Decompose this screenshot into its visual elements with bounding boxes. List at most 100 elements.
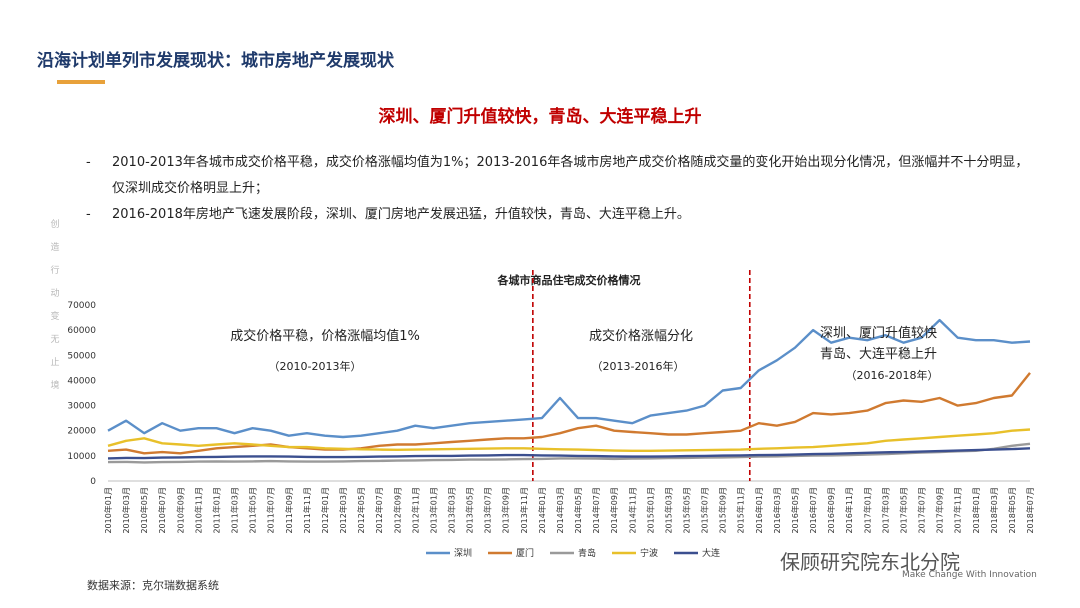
y-tick-label: 20000 — [67, 427, 96, 437]
x-tick-label: 2012年11月 — [410, 487, 420, 534]
x-tick-label: 2018年01月 — [971, 487, 981, 534]
x-tick-label: 2013年07月 — [483, 487, 493, 534]
x-tick-label: 2017年03月 — [880, 487, 890, 534]
x-tick-label: 2017年01月 — [862, 487, 872, 534]
side-char: 造 — [50, 243, 60, 253]
bullet-text: 2016-2018年房地产飞速发展阶段，深圳、厦门房地产发展迅猛，升值较快，青岛… — [112, 207, 690, 222]
x-tick-label: 2015年05月 — [682, 487, 692, 534]
y-tick-label: 40000 — [67, 376, 96, 386]
legend-label: 深圳 — [454, 548, 472, 559]
annotation-line1: 成交价格涨幅分化 — [589, 328, 693, 344]
x-tick-label: 2017年09月 — [935, 487, 945, 534]
bullet-dash: - — [86, 155, 91, 170]
x-tick-label: 2018年05月 — [1007, 487, 1017, 534]
x-tick-label: 2017年11月 — [953, 487, 963, 534]
annotation-line2: （2016-2018年） — [846, 368, 939, 382]
x-tick-label: 2011年09月 — [284, 487, 294, 534]
series-line-大连 — [107, 447, 1031, 460]
y-tick-label: 70000 — [67, 301, 96, 311]
x-tick-label: 2012年03月 — [338, 487, 348, 534]
x-tick-label: 2015年11月 — [736, 487, 746, 534]
x-tick-label: 2011年11月 — [302, 487, 312, 534]
x-tick-label: 2016年01月 — [754, 487, 764, 534]
bullet-list: - 2010-2013年各城市成交价格平稳，成交价格涨幅均值为1%；2013-2… — [86, 150, 1036, 228]
title-accent-bar — [57, 80, 105, 84]
x-tick-label: 2016年05月 — [790, 487, 800, 534]
side-char: 变 — [50, 312, 60, 322]
chart-title: 各城市商品住宅成交价格情况 — [497, 273, 641, 287]
x-tick-label: 2012年07月 — [374, 487, 384, 534]
x-tick-label: 2016年09月 — [826, 487, 836, 534]
x-tick-label: 2017年05月 — [898, 487, 908, 534]
x-tick-label: 2013年09月 — [501, 487, 511, 534]
x-tick-label: 2011年05月 — [248, 487, 258, 534]
y-tick-label: 30000 — [67, 402, 96, 412]
y-tick-label: 50000 — [67, 351, 96, 361]
series-line-宁波 — [107, 428, 1031, 452]
y-tick-label: 60000 — [67, 326, 96, 336]
brand-slogan: Make Change With Innovation — [902, 570, 1037, 580]
x-tick-label: 2011年01月 — [211, 487, 221, 534]
x-tick-label: 2010年01月 — [103, 487, 113, 534]
x-tick-label: 2016年11月 — [844, 487, 854, 534]
headline: 深圳、厦门升值较快，青岛、大连平稳上升 — [378, 107, 702, 127]
brand-watermark: 保顾研究院东北分院 — [780, 550, 960, 574]
x-tick-label: 2011年07月 — [266, 487, 276, 534]
legend-label: 大连 — [702, 547, 720, 559]
legend-label: 厦门 — [516, 547, 534, 559]
bullet-item: - 2010-2013年各城市成交价格平稳，成交价格涨幅均值为1%；2013-2… — [86, 150, 1036, 202]
x-tick-label: 2018年03月 — [989, 487, 999, 534]
x-tick-label: 2010年05月 — [139, 487, 149, 534]
x-tick-label: 2014年07月 — [591, 487, 601, 534]
x-tick-label: 2012年05月 — [356, 487, 366, 534]
bullet-text: 2010-2013年各城市成交价格平稳，成交价格涨幅均值为1%；2013-201… — [112, 155, 1029, 196]
x-tick-label: 2014年03月 — [555, 487, 565, 534]
bullet-dash: - — [86, 207, 91, 222]
x-tick-label: 2013年11月 — [519, 487, 529, 534]
page-title: 沿海计划单列市发展现状：城市房地产发展现状 — [37, 51, 394, 71]
side-char: 动 — [50, 289, 60, 299]
annotation-line2: （2010-2013年） — [269, 359, 362, 373]
x-tick-label: 2016年03月 — [772, 487, 782, 534]
side-decoration: 创 造 行 动 变 无 止 境 — [44, 214, 66, 398]
x-tick-label: 2013年01月 — [428, 487, 438, 534]
side-char: 境 — [50, 381, 60, 391]
side-char: 止 — [50, 358, 60, 368]
x-tick-label: 2015年09月 — [718, 487, 728, 534]
annotation-line1: 成交价格平稳，价格涨幅均值1% — [230, 328, 420, 344]
y-tick-label: 0 — [90, 477, 96, 487]
x-tick-label: 2014年05月 — [573, 487, 583, 534]
series-line-深圳 — [107, 318, 1031, 439]
annotation-line2: （2013-2016年） — [592, 359, 685, 373]
x-tick-label: 2010年07月 — [157, 487, 167, 534]
side-char: 行 — [50, 266, 60, 276]
x-tick-label: 2010年11月 — [193, 487, 203, 534]
x-tick-label: 2014年11月 — [627, 487, 637, 534]
x-tick-label: 2014年09月 — [609, 487, 619, 534]
x-tick-label: 2011年03月 — [230, 487, 240, 534]
x-tick-label: 2014年01月 — [537, 487, 547, 534]
x-tick-label: 2012年01月 — [320, 487, 330, 534]
series-line-青岛 — [107, 442, 1031, 464]
x-tick-label: 2015年07月 — [700, 487, 710, 534]
x-tick-label: 2018年07月 — [1025, 487, 1035, 534]
x-tick-label: 2015年01月 — [645, 487, 655, 534]
x-tick-label: 2010年09月 — [175, 487, 185, 534]
legend-label: 宁波 — [640, 547, 658, 559]
x-tick-label: 2013年05月 — [465, 487, 475, 534]
annotation-line1b: 青岛、大连平稳上升 — [820, 346, 937, 362]
x-tick-label: 2012年09月 — [392, 487, 402, 534]
x-tick-label: 2015年03月 — [663, 487, 673, 534]
x-tick-label: 2016年07月 — [808, 487, 818, 534]
x-tick-label: 2017年07月 — [917, 487, 927, 534]
side-char: 创 — [50, 220, 60, 230]
bullet-item: - 2016-2018年房地产飞速发展阶段，深圳、厦门房地产发展迅猛，升值较快，… — [86, 202, 1036, 228]
y-tick-label: 10000 — [67, 452, 96, 462]
legend-label: 青岛 — [578, 547, 596, 559]
data-source: 数据来源：克尔瑞数据系统 — [87, 579, 219, 592]
x-tick-label: 2010年03月 — [121, 487, 131, 534]
x-tick-label: 2013年03月 — [446, 487, 456, 534]
side-char: 无 — [50, 335, 60, 345]
annotation-line1: 深圳、厦门升值较快 — [820, 325, 937, 341]
